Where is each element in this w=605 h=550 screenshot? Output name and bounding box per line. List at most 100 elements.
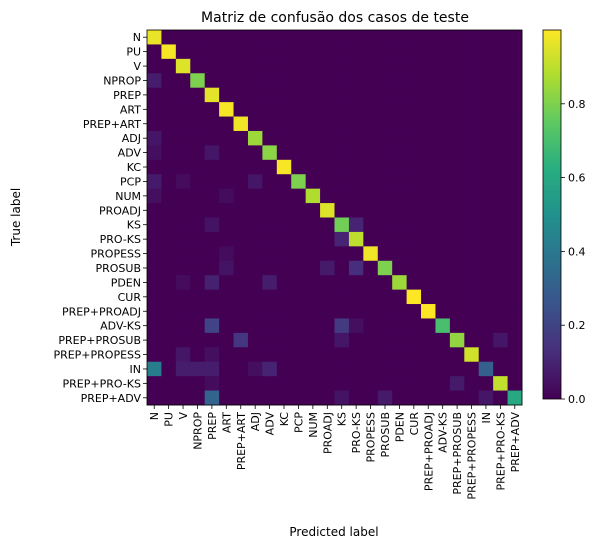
heatmap-cell-PDEN-PRO-KS [348,275,364,291]
x-tick-label: ADV [264,412,277,436]
heatmap-cell-PCP-PRO-KS [348,174,364,190]
heatmap-cell-PDEN-V [175,275,191,291]
heatmap-cell-PREP+PRO-KS-PREP+PROSUB [449,376,465,391]
heatmap-cell-PREP+ADV-PROADJ [320,390,335,406]
heatmap-cell-PROSUB-PREP+ADV [507,260,523,276]
heatmap-cell-KS-PRO-KS [348,217,364,233]
heatmap-cell-KC-PREP+PROPESS [464,159,480,175]
heatmap-cell-PREP+ART-ADV-KS [435,116,451,132]
y-tick-label: IN [130,363,141,376]
heatmap-cell-N-ADV-KS [435,30,451,45]
heatmap-cell-NPROP-NPROP [190,73,206,89]
heatmap-cell-PREP+PRO-KS-PRO-KS [348,376,364,391]
heatmap-cell-ADV-KS-PCP [291,318,307,334]
heatmap-cell-PREP-ADJ [247,87,263,103]
heatmap-cell-PREP+PROADJ-ART [219,304,234,319]
y-tick-label: CUR [118,291,142,304]
heatmap-cell-PDEN-PREP+ADV [507,275,523,291]
heatmap-cell-N-PROPESS [363,30,379,45]
heatmap-cell-PREP+PROPESS-ART [219,347,234,363]
heatmap-cell-N-PREP+PROSUB [449,30,465,45]
heatmap-cell-PREP+ADV-PREP+PROPESS [464,390,480,406]
heatmap-cell-PROPESS-ART [219,246,234,262]
heatmap-cell-ART-KC [276,102,292,117]
heatmap-cell-PU-PU [161,44,177,60]
heatmap-cell-PCP-NPROP [190,174,206,190]
heatmap-cell-CUR-PU [161,289,177,305]
heatmap-cell-PREP-NPROP [190,87,206,103]
heatmap-cell-PRO-KS-ADV [262,231,278,247]
heatmap-cell-KC-NUM [305,159,321,175]
heatmap-cell-CUR-CUR [406,289,422,305]
heatmap-cell-IN-PDEN [392,361,408,377]
heatmap-cell-ART-NUM [305,102,321,117]
heatmap-cell-ART-PREP+ART [233,102,249,117]
heatmap-cell-PROSUB-ART [219,260,234,276]
heatmap-cell-ART-ART [219,102,234,117]
heatmap-cell-ART-ADJ [247,102,263,117]
heatmap-cell-PREP-N [147,87,162,103]
heatmap-cell-PCP-N [147,174,162,190]
heatmap-cell-ADV-KS-PROPESS [363,318,379,334]
heatmap-cell-KC-PREP+PROADJ [421,159,436,175]
heatmap-cell-ADV-PROADJ [320,145,335,161]
heatmap-cell-PREP+PROPESS-N [147,347,162,363]
heatmap-cell-PCP-ART [219,174,234,190]
y-tick-label: ADV [118,147,142,160]
heatmap-cell-PREP+PRO-KS-PREP+PROADJ [421,376,436,391]
heatmap-cell-PREP-V [175,87,191,103]
x-tick-label: PREP+ADV [509,412,522,473]
y-tick-label: PREP+PROPESS [53,349,141,362]
heatmap-cell-PREP+ART-CUR [406,116,422,132]
heatmap-cell-PU-NPROP [190,44,206,60]
heatmap-cell-NPROP-V [175,73,191,89]
heatmap-cell-V-ART [219,58,234,74]
heatmap-cell-PREP+ADV-PROPESS [363,390,379,406]
heatmap-cell-PREP+ART-PDEN [392,116,408,132]
heatmap-cell-ADV-KS-N [147,318,162,334]
heatmap-cell-PRO-KS-PROSUB [377,231,393,247]
heatmap-cell-CUR-PRO-KS [348,289,364,305]
heatmap-cell-CUR-PREP [204,289,220,305]
heatmap-cell-NPROP-PREP+PROPESS [464,73,480,89]
heatmap-cell-ADV-ADV-KS [435,145,451,161]
heatmap-cell-V-ADV [262,58,278,74]
heatmap-cell-PROPESS-PU [161,246,177,262]
heatmap-cell-PROPESS-PRO-KS [348,246,364,262]
heatmap-cell-PREP+PRO-KS-N [147,376,162,391]
heatmap-cell-PREP+PROPESS-NPROP [190,347,206,363]
heatmap-cell-ADV-CUR [406,145,422,161]
heatmap-cell-PREP+PROPESS-ADV-KS [435,347,451,363]
heatmap-cell-PDEN-NPROP [190,275,206,291]
heatmap-cell-NUM-PU [161,188,177,204]
heatmap-cell-IN-PROPESS [363,361,379,377]
heatmap-cell-PCP-ADV [262,174,278,190]
heatmap-cell-PREP+PROADJ-PROSUB [377,304,393,319]
heatmap-cell-PREP+PROSUB-KC [276,332,292,348]
heatmap-cell-PRO-KS-PREP [204,231,220,247]
heatmap-cell-ADV-KS-PRO-KS [348,318,364,334]
heatmap-cell-PU-PCP [291,44,307,60]
heatmap-cell-PROPESS-PROADJ [320,246,335,262]
heatmap-cell-PROADJ-PREP+PROSUB [449,203,465,218]
heatmap-cell-V-PROSUB [377,58,393,74]
heatmap-cell-PREP+ART-PREP+PROADJ [421,116,436,132]
heatmap-cell-PREP+PROSUB-ART [219,332,234,348]
heatmap-cell-PROSUB-IN [478,260,494,276]
heatmap-cell-NPROP-PREP+ADV [507,73,523,89]
y-tick-label: PREP [113,89,141,102]
heatmap-cell-PU-PROPESS [363,44,379,60]
heatmap-cell-PREP+PROPESS-PREP+ADV [507,347,523,363]
heatmap-cell-NUM-PREP+ADV [507,188,523,204]
heatmap-cell-PREP+PRO-KS-PREP+ADV [507,376,523,391]
heatmap-cell-ADJ-PREP+ADV [507,130,523,146]
heatmap-cell-PREP+ADV-PREP+ADV [507,390,523,406]
heatmap-cell-N-PROADJ [320,30,335,45]
heatmap-cell-ART-PCP [291,102,307,117]
heatmap-cell-PROADJ-PREP+PROADJ [421,203,436,218]
y-tick-label: KS [127,219,141,232]
heatmap-cell-IN-PROSUB [377,361,393,377]
heatmap-cell-KS-PROSUB [377,217,393,233]
heatmap-cell-PROPESS-NPROP [190,246,206,262]
